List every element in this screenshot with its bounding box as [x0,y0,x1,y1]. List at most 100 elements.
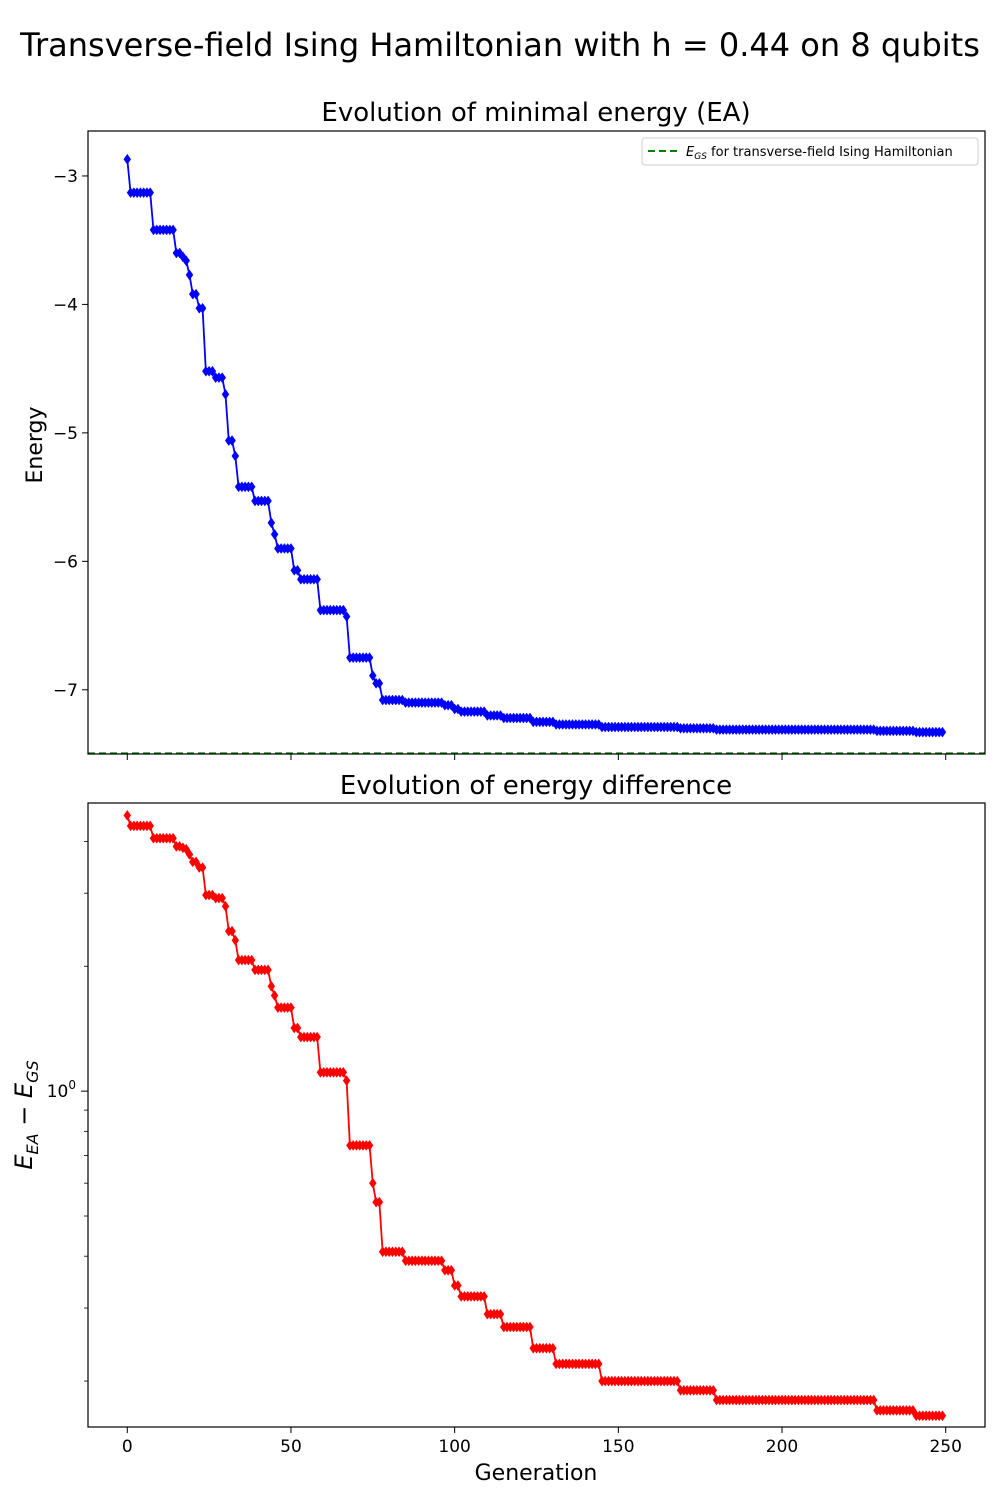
data-point-marker [182,255,191,267]
data-point-marker [447,1264,456,1276]
data-point-marker [247,954,256,966]
y-tick-label: −6 [53,552,78,572]
data-point-marker [526,712,534,724]
data-point-marker [594,1358,603,1370]
data-point-marker [673,1375,682,1387]
data-point-marker [287,1002,295,1014]
data-point-marker [454,703,462,715]
data-point-marker [146,820,155,832]
x-tick-label: 250 [929,1437,961,1457]
data-point-marker [192,288,200,300]
data-point-marker [339,604,348,616]
data-point-marker [339,1066,348,1078]
difference-axes: Evolution of energy difference EEA − EGS… [10,771,986,1486]
energy-plot-frame [87,130,986,755]
data-point-marker [270,990,279,1001]
difference-chart-title: Evolution of energy difference [340,771,732,801]
data-point-marker [480,1290,488,1302]
difference-x-ticks: 0 50 100 150 200 250 [122,1427,962,1457]
y-tick-label: −3 [53,167,78,187]
data-point-marker [169,224,177,236]
data-point-marker [185,269,194,281]
data-point-marker [231,450,240,462]
data-point-marker [270,528,279,540]
legend-label-main: E [686,145,695,160]
data-point-marker [123,809,132,821]
data-point-marker [247,481,256,493]
data-point-marker [365,652,374,664]
series-line [126,159,943,734]
data-point-marker [264,964,272,976]
y-tick-label: −7 [53,681,78,701]
ylabel-sub-gs: GS [23,1060,42,1083]
data-point-marker [179,251,187,263]
y-tick-label: −4 [53,295,78,315]
generation-x-axis-label: Generation [475,1461,598,1486]
data-point-marker [709,1384,718,1396]
ylabel-sub-ea: EA [23,1133,42,1154]
energy-chart-title: Evolution of minimal energy (EA) [321,98,750,128]
data-point-marker [369,1177,377,1189]
data-point-marker [146,187,155,199]
data-point-marker [342,611,351,622]
data-point-marker [218,372,227,384]
data-point-marker [398,1246,407,1258]
x-tick-label: 200 [766,1437,798,1457]
data-point-marker [549,716,557,728]
ylabel-e-ea: E [10,1154,38,1170]
y-tick-label-exponent: 0 [68,1078,76,1092]
y-tick-label: −5 [53,424,78,444]
data-point-marker [123,153,132,165]
ylabel-minus: − [10,1098,38,1133]
ylabel-e-gs: E [10,1082,38,1098]
data-point-marker [526,1321,534,1333]
data-point-marker [287,543,295,554]
data-point-marker [496,710,505,721]
legend-box [641,137,979,166]
data-point-marker [169,832,177,844]
data-point-marker [185,849,194,860]
energy-y-ticks: −3 −4 −5 −6 −7 [53,167,88,701]
data-point-marker [365,1139,374,1151]
y-tick-label: 100 [47,1078,76,1102]
data-point-marker [293,564,302,576]
data-point-marker [218,892,227,904]
data-point-marker [293,1022,302,1034]
data-point-marker [228,435,236,447]
data-point-marker [594,719,603,730]
data-point-marker [198,862,207,873]
data-point-marker [437,1255,446,1267]
x-tick-label: 0 [122,1437,133,1457]
energy-axes: Evolution of minimal energy (EA) Energy … [23,98,986,760]
data-point-marker [369,670,377,682]
data-point-marker [938,1410,947,1422]
energy-legend: EGS for transverse-field Ising Hamiltoni… [641,137,979,166]
data-point-marker [264,495,272,507]
data-point-marker [375,1196,384,1208]
data-point-marker [208,365,217,377]
data-point-marker [454,1280,462,1291]
data-point-marker [198,302,207,314]
energy-y-axis-label: Energy [23,406,48,483]
data-point-marker [221,388,230,400]
legend-label-rest: for transverse-field Ising Hamiltonian [707,145,953,160]
difference-y-axis-label: EEA − EGS [10,1060,42,1169]
figure-suptitle: Transverse-field Ising Hamiltonian with … [19,26,980,64]
x-tick-label: 100 [438,1437,470,1457]
data-point-marker [313,1031,321,1043]
data-point-marker [228,925,236,937]
x-tick-label: 150 [602,1437,634,1457]
data-point-marker [496,1308,505,1320]
legend-label: EGS for transverse-field Ising Hamiltoni… [686,145,953,162]
data-point-marker [375,677,384,689]
series-line [126,815,943,1417]
data-point-marker [447,699,456,711]
data-point-marker [267,517,276,529]
data-point-marker [869,1394,878,1406]
difference-y-ticks: 100 [47,840,88,1382]
difference-plot-frame [87,802,986,1428]
legend-label-subscript: GS [694,152,707,162]
data-point-marker [437,697,446,709]
y-tick-label-base: 10 [47,1082,69,1102]
